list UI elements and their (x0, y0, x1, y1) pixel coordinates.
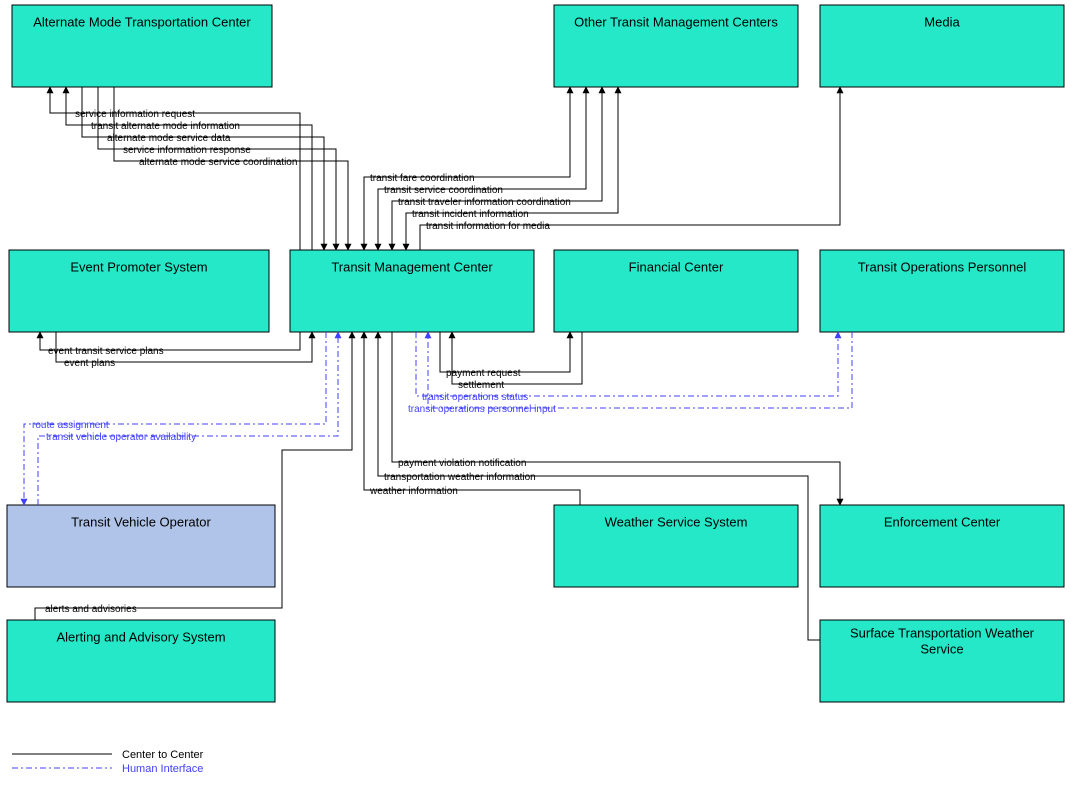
edge-label: payment request (446, 368, 521, 379)
node-label: Financial Center (629, 259, 724, 274)
svg-text:Service: Service (920, 641, 963, 656)
edge-label: event transit service plans (48, 346, 164, 357)
edge-label: transit service coordination (384, 185, 503, 196)
edge-label: transit traveler information coordinatio… (398, 197, 571, 208)
node-other_tmc: Other Transit Management Centers (554, 5, 798, 87)
node-tvo: Transit Vehicle Operator (7, 505, 275, 587)
node-alt_mode: Alternate Mode Transportation Center (12, 5, 272, 87)
node-label: Alternate Mode Transportation Center (33, 14, 251, 29)
edge-label: transit alternate mode information (91, 121, 240, 132)
edge-label: payment violation notification (398, 458, 526, 469)
edge-label: service information response (123, 145, 251, 156)
edge-label: alternate mode service coordination (139, 157, 297, 168)
node-enf: Enforcement Center (820, 505, 1064, 587)
node-label: Event Promoter System (70, 259, 207, 274)
node-media: Media (820, 5, 1064, 87)
edge-label: transit information for media (426, 221, 550, 232)
node-label: Other Transit Management Centers (574, 14, 778, 29)
node-wss: Weather Service System (554, 505, 798, 587)
edge-label: transit operations personnel input (408, 404, 556, 415)
node-label: Weather Service System (605, 514, 748, 529)
node-label: Transit Operations Personnel (858, 259, 1027, 274)
node-fin: Financial Center (554, 250, 798, 332)
legend-human: Human Interface (122, 763, 203, 775)
node-aas: Alerting and Advisory System (7, 620, 275, 702)
edge-label: service information request (75, 109, 195, 120)
node-tmc: Transit Management Center (290, 250, 534, 332)
svg-text:Surface Transportation Weather: Surface Transportation Weather (850, 625, 1035, 640)
node-eps: Event Promoter System (9, 250, 269, 332)
node-label: Enforcement Center (884, 514, 1001, 529)
edge-label: transit operations status (422, 392, 528, 403)
edge-label: alternate mode service data (107, 133, 231, 144)
node-label: Alerting and Advisory System (56, 629, 225, 644)
edge-label: transit vehicle operator availability (46, 432, 196, 443)
node-label: Transit Vehicle Operator (71, 514, 211, 529)
node-label: Transit Management Center (331, 259, 493, 274)
legend-center: Center to Center (122, 749, 204, 761)
node-label: Media (924, 14, 960, 29)
edge-label: weather information (369, 486, 458, 497)
edge-label: transit fare coordination (370, 173, 475, 184)
edge-label: settlement (458, 380, 504, 391)
edge-label: event plans (64, 358, 115, 369)
node-stws: Surface Transportation WeatherService (820, 620, 1064, 702)
edge-label: route assignment (32, 420, 109, 431)
edge-label: transportation weather information (384, 472, 536, 483)
edge-label: transit incident information (412, 209, 529, 220)
node-top: Transit Operations Personnel (820, 250, 1064, 332)
edge-label: alerts and advisories (45, 604, 137, 615)
